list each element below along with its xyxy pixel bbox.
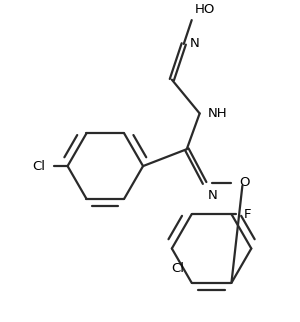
Text: HO: HO <box>195 3 215 16</box>
Text: Cl: Cl <box>33 160 46 173</box>
Text: N: N <box>190 37 200 51</box>
Text: Cl: Cl <box>171 262 184 275</box>
Text: NH: NH <box>208 107 227 120</box>
Text: F: F <box>243 208 251 221</box>
Text: N: N <box>208 189 218 202</box>
Text: O: O <box>239 176 250 189</box>
